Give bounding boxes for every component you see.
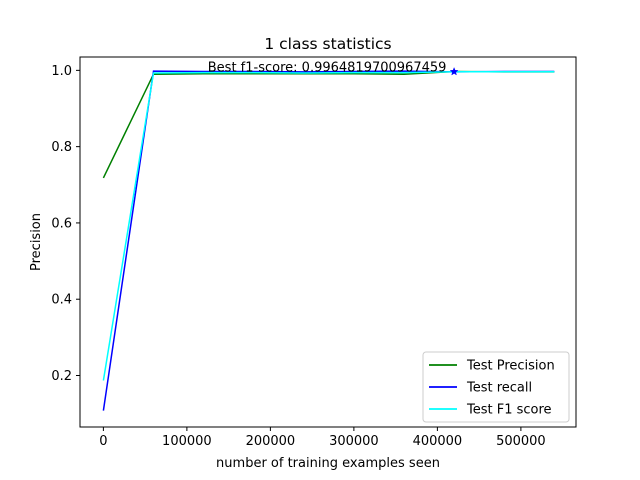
legend-label: Test Precision: [466, 359, 555, 374]
y-tick-label: 0.2: [51, 369, 72, 384]
plot-area: [79, 56, 577, 428]
x-tick-label: 500000: [496, 434, 546, 449]
best-f1-annotation: Best f1-score: 0.9964819700967459: [208, 61, 447, 76]
best-f1-star-marker: [449, 66, 459, 76]
series-layer: [102, 70, 555, 411]
y-tick-label: 1.0: [51, 64, 72, 79]
x-tick-label: 0: [99, 434, 107, 449]
legend-label: Test F1 score: [466, 403, 552, 418]
x-axis-label: number of training examples seen: [216, 456, 440, 471]
x-tick-label: 300000: [329, 434, 379, 449]
chart-title: 1 class statistics: [264, 35, 391, 53]
x-tick-label: 200000: [246, 434, 296, 449]
y-axis: 0.2 0.4 0.6 0.8 1.0: [51, 64, 80, 384]
y-tick-label: 0.6: [51, 216, 72, 231]
x-tick-label: 100000: [162, 434, 212, 449]
legend-box: [422, 351, 570, 423]
y-axis-label: Precision: [29, 213, 44, 271]
x-tick-label: 400000: [413, 434, 463, 449]
series-line-test-f1-score: [102, 70, 555, 381]
annotation-layer: Best f1-score: 0.9964819700967459: [208, 61, 459, 76]
x-axis: 0 100000 200000 300000 400000 500000: [99, 427, 546, 449]
y-tick-label: 0.4: [51, 293, 72, 308]
y-tick-label: 0.8: [51, 140, 72, 155]
series-line-test-precision: [102, 70, 555, 179]
legend-label: Test recall: [466, 381, 532, 396]
legend: Test Precision Test recall Test F1 score: [422, 351, 570, 423]
